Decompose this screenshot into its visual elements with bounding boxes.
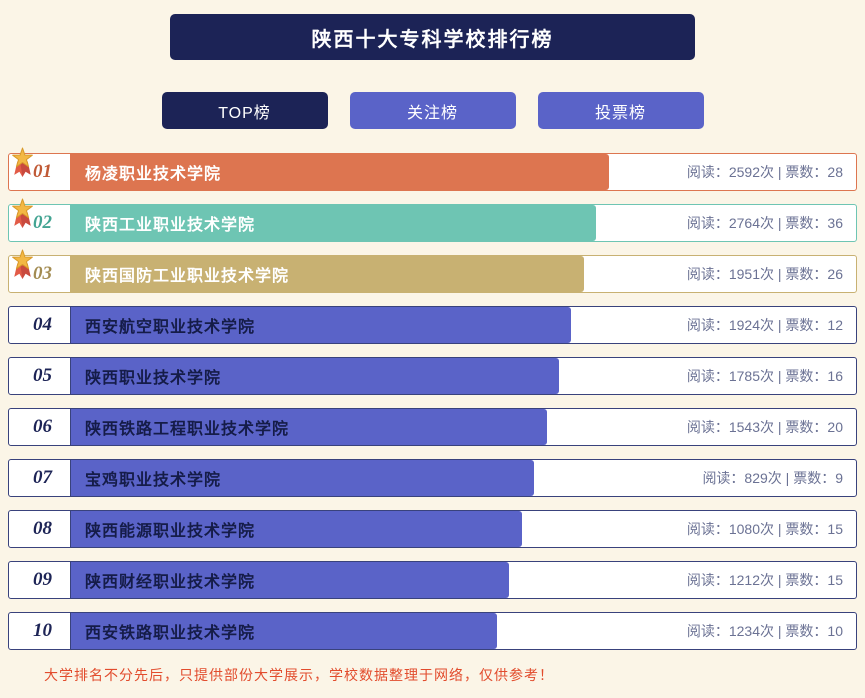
tab-vote[interactable]: 投票榜 bbox=[537, 92, 704, 129]
medal-icon bbox=[9, 249, 36, 280]
read-vote-stats: 阅读：1234次 | 票数：10 bbox=[686, 623, 843, 639]
ranking-row[interactable]: 05 陕西职业技术学院 阅读：1785次 | 票数：16 bbox=[8, 357, 857, 395]
bar-area: 陕西铁路工程职业技术学院 阅读：1543次 | 票数：20 bbox=[71, 409, 856, 445]
read-vote-stats: 阅读：1785次 | 票数：16 bbox=[686, 368, 843, 384]
rank-cell: 03 bbox=[9, 256, 71, 292]
rank-cell: 10 bbox=[9, 613, 71, 649]
rank-number: 01 bbox=[33, 161, 52, 182]
tab-label: 投票榜 bbox=[594, 104, 646, 122]
read-vote-stats: 阅读：2764次 | 票数：36 bbox=[686, 215, 843, 231]
read-vote-stats: 阅读：1951次 | 票数：26 bbox=[686, 266, 843, 282]
school-name[interactable]: 陕西能源职业技术学院 bbox=[85, 523, 256, 540]
tabs: TOP榜 关注榜 投票榜 bbox=[0, 92, 865, 129]
school-name[interactable]: 陕西铁路工程职业技术学院 bbox=[85, 421, 290, 438]
bar-area: 陕西能源职业技术学院 阅读：1080次 | 票数：15 bbox=[71, 511, 856, 547]
score-bar bbox=[71, 307, 571, 343]
rank-number: 10 bbox=[33, 620, 52, 641]
ranking-row[interactable]: 07 宝鸡职业技术学院 阅读：829次 | 票数：9 bbox=[8, 459, 857, 497]
rank-cell: 05 bbox=[9, 358, 71, 394]
bar-area: 陕西国防工业职业技术学院 阅读：1951次 | 票数：26 bbox=[71, 256, 856, 292]
page: 陕西十大专科学校排行榜 TOP榜 关注榜 投票榜 01 杨凌职业技术学院 阅读：… bbox=[0, 14, 865, 685]
tab-label: 关注榜 bbox=[406, 104, 458, 122]
bar-area: 西安航空职业技术学院 阅读：1924次 | 票数：12 bbox=[71, 307, 856, 343]
rank-number: 07 bbox=[33, 467, 52, 488]
ranking-row[interactable]: 04 西安航空职业技术学院 阅读：1924次 | 票数：12 bbox=[8, 306, 857, 344]
ranking-row[interactable]: 09 陕西财经职业技术学院 阅读：1212次 | 票数：15 bbox=[8, 561, 857, 599]
footer-note: 大学排名不分先后，只提供部份大学展示，学校数据整理于网络，仅供参考！ bbox=[44, 667, 554, 683]
school-name[interactable]: 陕西职业技术学院 bbox=[85, 370, 222, 387]
school-name[interactable]: 西安航空职业技术学院 bbox=[85, 319, 256, 336]
tab-top[interactable]: TOP榜 bbox=[161, 92, 328, 129]
ranking-row[interactable]: 03 陕西国防工业职业技术学院 阅读：1951次 | 票数：26 bbox=[8, 249, 857, 293]
rank-cell: 02 bbox=[9, 205, 71, 241]
read-vote-stats: 阅读：1543次 | 票数：20 bbox=[686, 419, 843, 435]
bar-area: 陕西财经职业技术学院 阅读：1212次 | 票数：15 bbox=[71, 562, 856, 598]
ranking-list: 01 杨凌职业技术学院 阅读：2592次 | 票数：28 02 陕西工业职业技术… bbox=[8, 147, 857, 650]
rank-number: 03 bbox=[33, 263, 52, 284]
rank-cell: 07 bbox=[9, 460, 71, 496]
medal-icon bbox=[9, 147, 36, 178]
ranking-row[interactable]: 02 陕西工业职业技术学院 阅读：2764次 | 票数：36 bbox=[8, 198, 857, 242]
rank-cell: 09 bbox=[9, 562, 71, 598]
school-name[interactable]: 陕西工业职业技术学院 bbox=[85, 217, 256, 234]
rank-cell: 04 bbox=[9, 307, 71, 343]
read-vote-stats: 阅读：1080次 | 票数：15 bbox=[686, 521, 843, 537]
school-name[interactable]: 陕西财经职业技术学院 bbox=[85, 574, 256, 591]
school-name[interactable]: 宝鸡职业技术学院 bbox=[85, 472, 222, 489]
rank-cell: 06 bbox=[9, 409, 71, 445]
school-name[interactable]: 杨凌职业技术学院 bbox=[85, 166, 222, 183]
read-vote-stats: 阅读：829次 | 票数：9 bbox=[702, 470, 843, 486]
ranking-row[interactable]: 01 杨凌职业技术学院 阅读：2592次 | 票数：28 bbox=[8, 147, 857, 191]
score-bar bbox=[71, 511, 522, 547]
bar-area: 陕西职业技术学院 阅读：1785次 | 票数：16 bbox=[71, 358, 856, 394]
score-bar bbox=[71, 409, 547, 445]
rank-number: 08 bbox=[33, 518, 52, 539]
score-bar bbox=[71, 613, 497, 649]
bar-area: 宝鸡职业技术学院 阅读：829次 | 票数：9 bbox=[71, 460, 856, 496]
tab-follow[interactable]: 关注榜 bbox=[349, 92, 516, 129]
score-bar bbox=[71, 205, 596, 241]
rank-number: 02 bbox=[33, 212, 52, 233]
ranking-row[interactable]: 10 西安铁路职业技术学院 阅读：1234次 | 票数：10 bbox=[8, 612, 857, 650]
bar-area: 杨凌职业技术学院 阅读：2592次 | 票数：28 bbox=[71, 154, 856, 190]
rank-number: 06 bbox=[33, 416, 52, 437]
rank-number: 09 bbox=[33, 569, 52, 590]
read-vote-stats: 阅读：1212次 | 票数：15 bbox=[686, 572, 843, 588]
rank-number: 05 bbox=[33, 365, 52, 386]
ranking-row[interactable]: 06 陕西铁路工程职业技术学院 阅读：1543次 | 票数：20 bbox=[8, 408, 857, 446]
read-vote-stats: 阅读：1924次 | 票数：12 bbox=[686, 317, 843, 333]
score-bar bbox=[71, 460, 534, 496]
rank-number: 04 bbox=[33, 314, 52, 335]
score-bar bbox=[71, 154, 609, 190]
page-title: 陕西十大专科学校排行榜 bbox=[170, 14, 695, 60]
rank-cell: 01 bbox=[9, 154, 71, 190]
read-vote-stats: 阅读：2592次 | 票数：28 bbox=[686, 164, 843, 180]
medal-icon bbox=[9, 198, 36, 229]
ranking-row[interactable]: 08 陕西能源职业技术学院 阅读：1080次 | 票数：15 bbox=[8, 510, 857, 548]
score-bar bbox=[71, 256, 584, 292]
score-bar bbox=[71, 358, 559, 394]
bar-area: 陕西工业职业技术学院 阅读：2764次 | 票数：36 bbox=[71, 205, 856, 241]
score-bar bbox=[71, 562, 509, 598]
bar-area: 西安铁路职业技术学院 阅读：1234次 | 票数：10 bbox=[71, 613, 856, 649]
school-name[interactable]: 西安铁路职业技术学院 bbox=[85, 625, 256, 642]
rank-cell: 08 bbox=[9, 511, 71, 547]
tab-label: TOP榜 bbox=[218, 104, 271, 122]
school-name[interactable]: 陕西国防工业职业技术学院 bbox=[85, 268, 290, 285]
